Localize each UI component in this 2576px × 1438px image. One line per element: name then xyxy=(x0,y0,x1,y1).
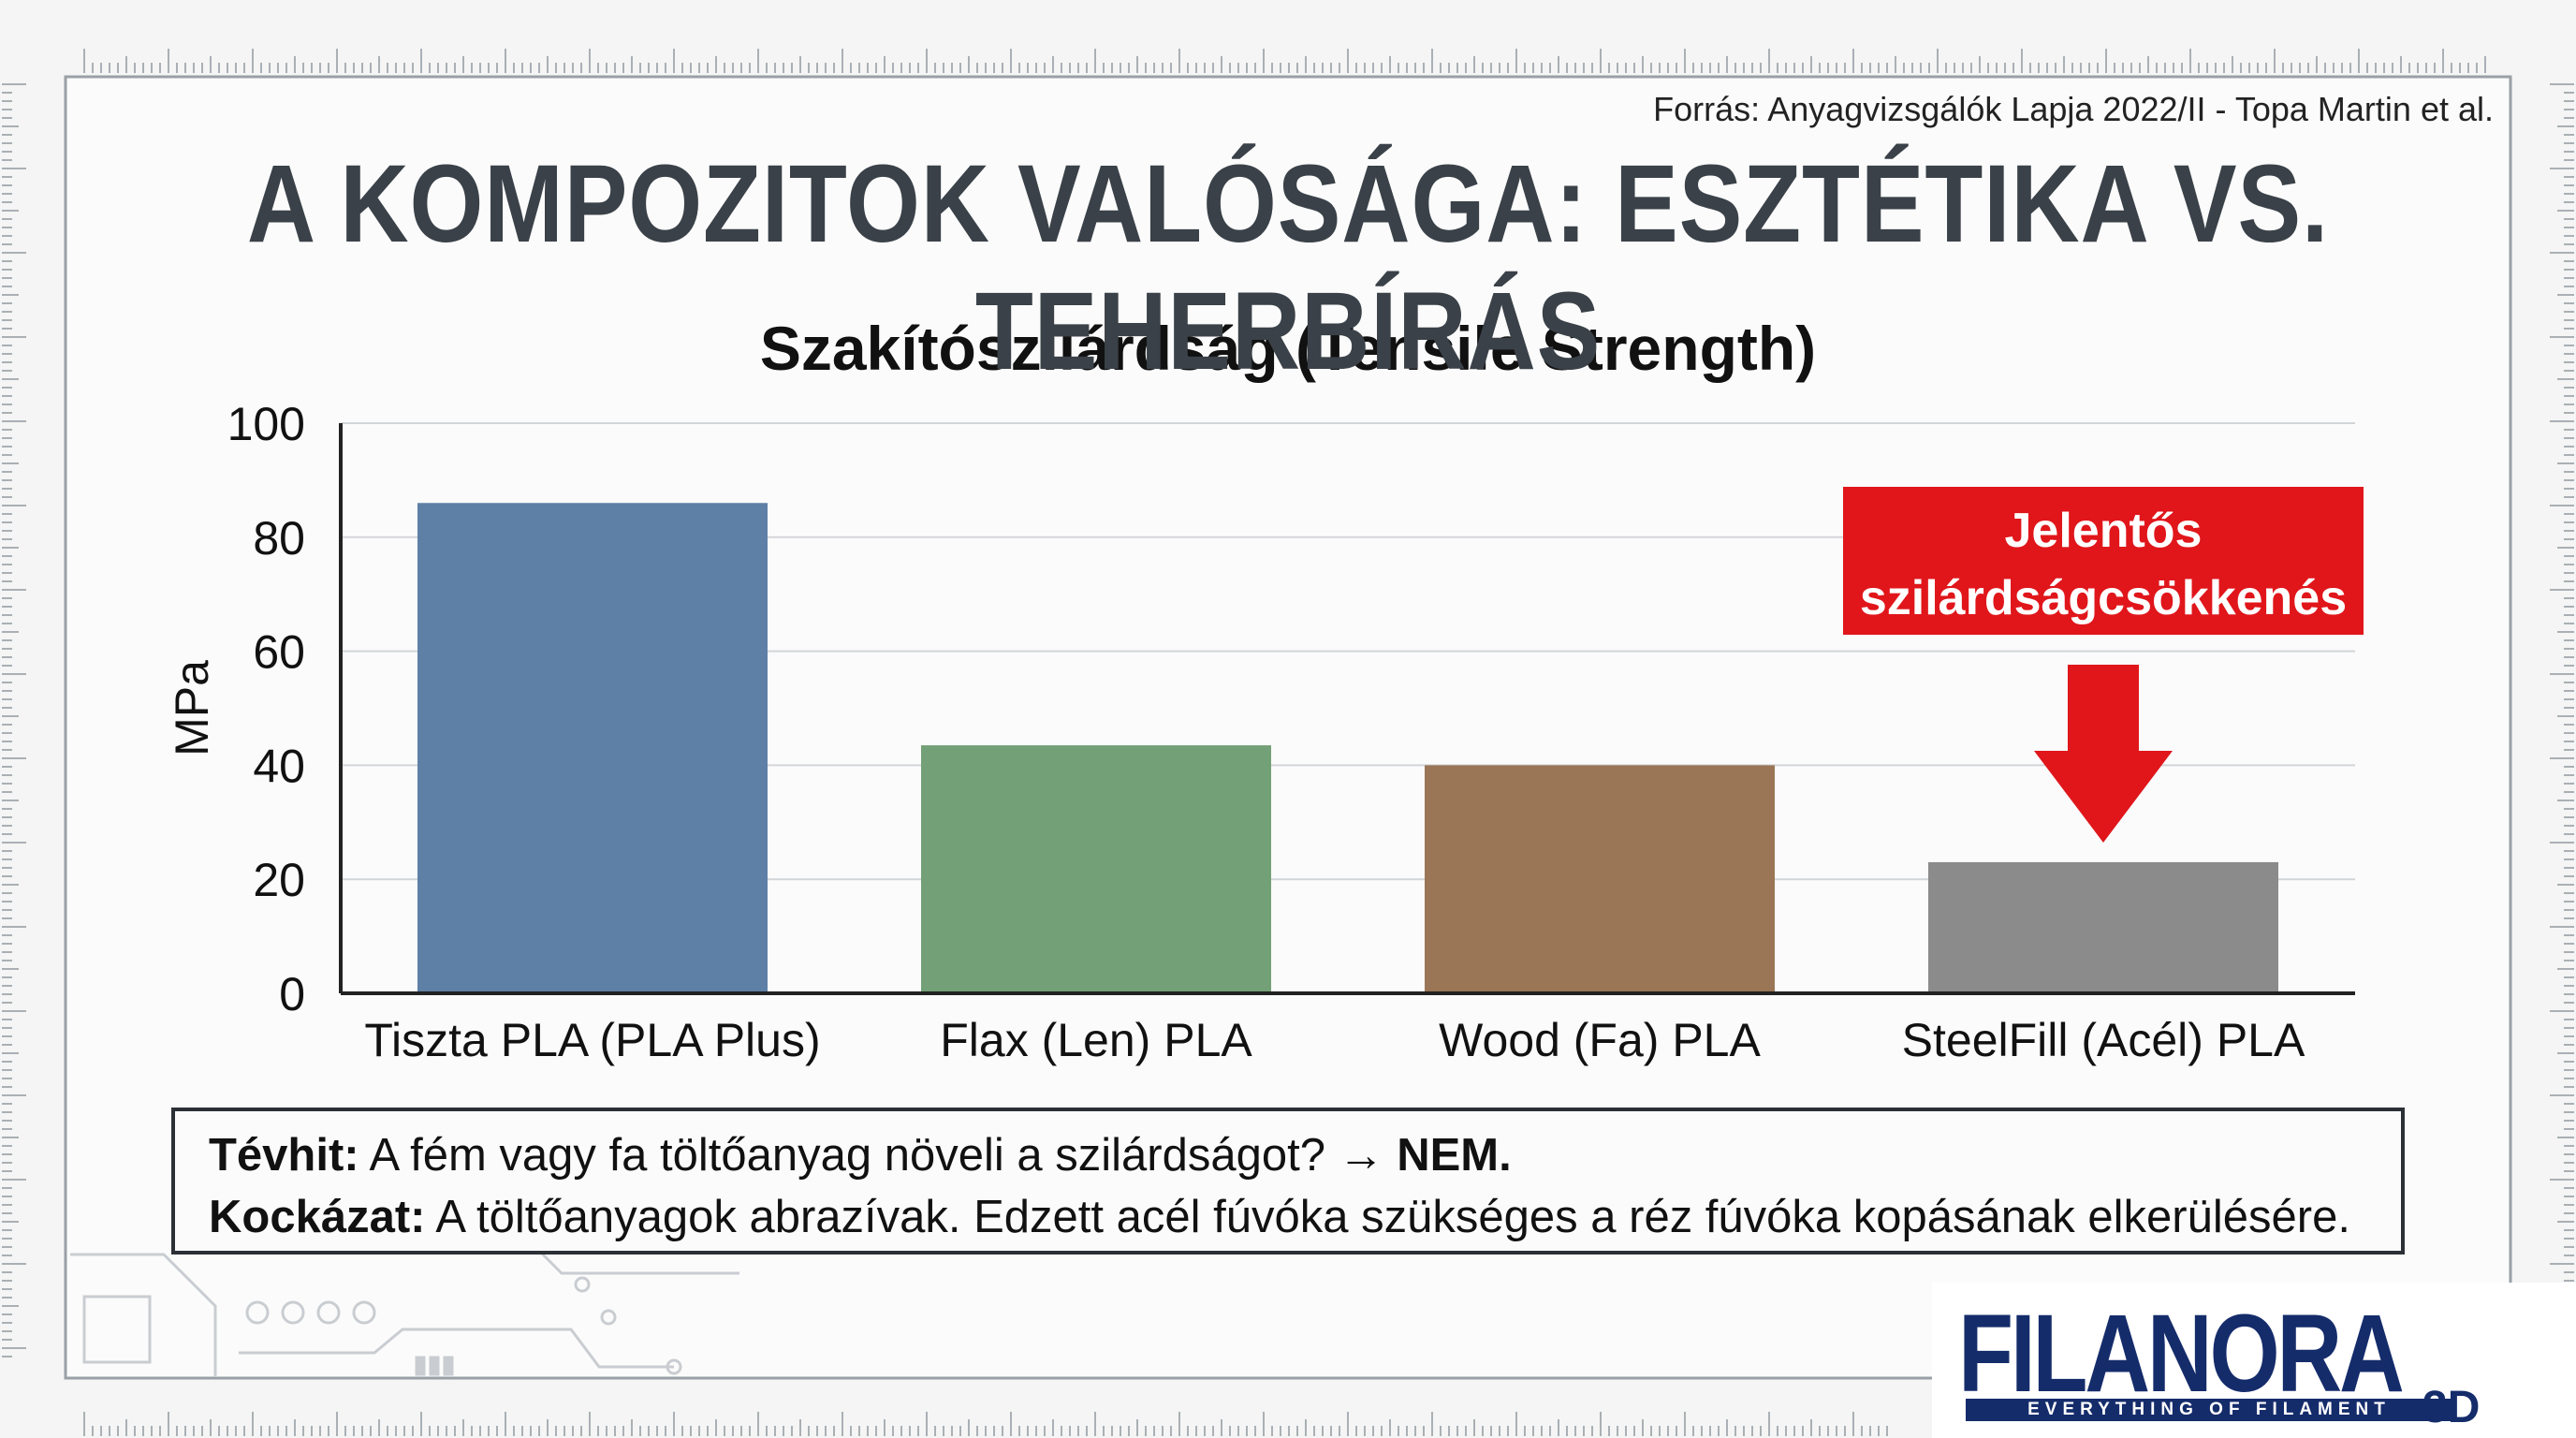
y-axis-ticks: 0 20 40 60 80 100 xyxy=(227,398,305,1020)
bar xyxy=(921,745,1271,993)
y-axis-label: MPa xyxy=(166,660,218,756)
x-axis-ticks: Tiszta PLA (PLA Plus) Flax (Len) PLA Wood … xyxy=(364,1014,2305,1066)
source-citation: Forrás: Anyagvizsgálók Lapja 2022/II - T… xyxy=(1653,90,2494,128)
risk-line: Kockázat: A töltőanyagok abrazívak. Edze… xyxy=(209,1186,2367,1248)
ruler-left-decoration xyxy=(2,83,26,1357)
risk-label: Kockázat: xyxy=(209,1192,426,1242)
x-tick-label: Flax (Len) PLA xyxy=(940,1014,1252,1066)
x-tick-label: Wood (Fa) PLA xyxy=(1439,1014,1761,1066)
annotation-line-1: Jelentős xyxy=(2005,504,2203,558)
reduction-annotation: Jelentős szilárdságcsökkenés xyxy=(1843,487,2364,843)
y-tick-label: 60 xyxy=(253,626,305,679)
myth-label: Tévhit: xyxy=(209,1130,359,1181)
annotation-box xyxy=(1843,487,2364,635)
x-tick-label: Tiszta PLA (PLA Plus) xyxy=(364,1014,820,1066)
myth-answer: NEM. xyxy=(1397,1130,1512,1181)
info-box: Tévhit: A fém vagy fa töltőanyag növeli … xyxy=(171,1108,2405,1255)
bar-series xyxy=(417,503,2278,993)
ruler-bottom-decoration xyxy=(83,1412,1888,1436)
y-tick-label: 40 xyxy=(253,740,305,792)
ruler-right-decoration xyxy=(2550,83,2574,1357)
risk-text: A töltőanyagok abrazívak. Edzett acél fú… xyxy=(425,1192,2350,1242)
page-title: A KOMPOZITOK VALÓSÁGA: ESZTÉTIKA VS. TEH… xyxy=(246,142,2330,393)
y-tick-label: 80 xyxy=(253,512,305,565)
x-tick-label: SteelFill (Acél) PLA xyxy=(1902,1014,2305,1066)
y-tick-label: 0 xyxy=(279,968,305,1020)
bar xyxy=(1425,765,1775,993)
y-tick-label: 20 xyxy=(253,854,305,906)
logo-tagline: EVERYTHING OF FILAMENT xyxy=(1966,1399,2452,1421)
logo-3d-suffix: 3D xyxy=(2422,1383,2481,1432)
bar xyxy=(1928,861,2278,993)
myth-text: A fém vagy fa töltőanyag növeli a szilár… xyxy=(359,1130,1398,1181)
down-arrow-icon xyxy=(2034,665,2173,843)
myth-line: Tévhit: A fém vagy fa töltőanyag növeli … xyxy=(209,1124,2367,1186)
annotation-line-2: szilárdságcsökkenés xyxy=(1860,571,2347,625)
chart-title: Szakítószilárdság (Tensile Strength) xyxy=(760,314,1816,383)
logo-wordmark: FILANORA xyxy=(1958,1292,2405,1416)
bar xyxy=(417,503,768,993)
y-tick-label: 100 xyxy=(227,398,305,450)
ruler-top-decoration xyxy=(83,49,2486,73)
